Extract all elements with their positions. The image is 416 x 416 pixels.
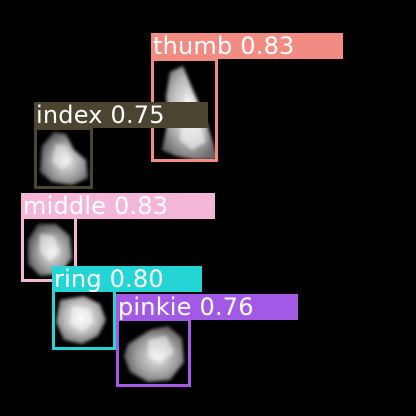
index-label: index 0.75	[34, 102, 208, 128]
ring-label: ring 0.80	[52, 266, 202, 292]
middle-blob	[28, 224, 72, 276]
pinkie-label: pinkie 0.76	[116, 294, 298, 320]
middle-label: middle 0.83	[21, 193, 215, 219]
index-blob	[40, 132, 88, 185]
index-bounding-box	[34, 127, 93, 189]
ring-blob	[56, 296, 106, 344]
pinkie-bounding-box	[116, 318, 191, 387]
ring-bounding-box	[52, 289, 116, 350]
thumb-label: thumb 0.83	[151, 33, 343, 59]
pinkie-blob	[124, 326, 184, 382]
